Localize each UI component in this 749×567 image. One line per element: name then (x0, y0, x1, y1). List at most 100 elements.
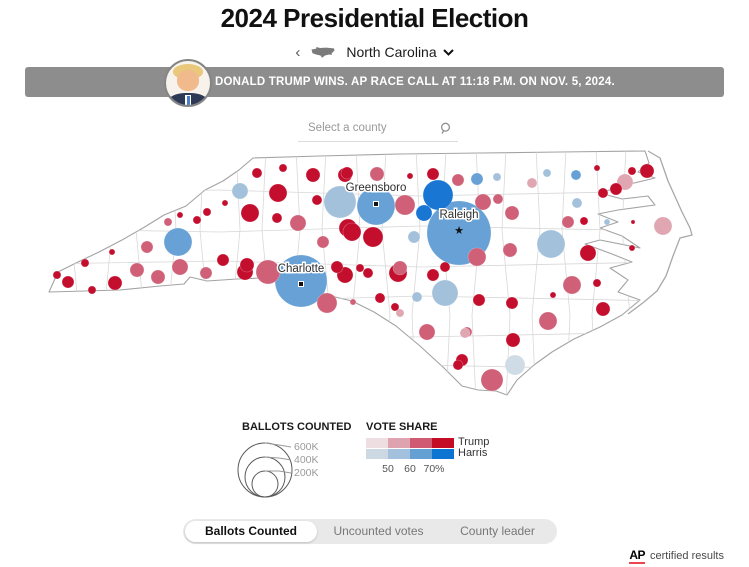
county-bubble[interactable] (390, 302, 400, 312)
county-bubble[interactable] (597, 187, 609, 199)
county-bubble[interactable] (407, 230, 421, 244)
county-bubble[interactable] (251, 167, 263, 179)
county-bubble[interactable] (467, 247, 487, 267)
county-bubble[interactable] (422, 179, 454, 211)
county-bubble[interactable] (316, 235, 330, 249)
county-bubble[interactable] (579, 216, 589, 226)
county-bubble[interactable] (271, 212, 283, 224)
county-bubble[interactable] (107, 275, 123, 291)
county-bubble[interactable] (562, 275, 582, 295)
county-bubble[interactable] (480, 368, 504, 392)
county-bubble[interactable] (411, 291, 423, 303)
county-bubble[interactable] (570, 169, 582, 181)
county-bubble[interactable] (392, 260, 408, 276)
county-bubble[interactable] (52, 270, 62, 280)
county-bubble[interactable] (202, 207, 212, 217)
county-bubble[interactable] (630, 219, 636, 225)
county-bubble[interactable] (470, 172, 484, 186)
county-bubble[interactable] (163, 227, 193, 257)
state-dropdown[interactable]: North Carolina (346, 44, 437, 60)
county-bubble[interactable] (268, 183, 288, 203)
county-bubble[interactable] (311, 194, 323, 206)
county-bubble[interactable] (278, 163, 288, 173)
county-bubble[interactable] (536, 229, 566, 259)
county-bubble[interactable] (415, 204, 433, 222)
county-bubble[interactable] (330, 260, 344, 274)
county-bubble[interactable] (502, 242, 518, 258)
chevron-down-icon[interactable] (442, 48, 454, 56)
county-bubble[interactable] (87, 285, 97, 295)
county-bubble[interactable] (439, 261, 451, 273)
county-bubble[interactable] (595, 301, 611, 317)
county-bubble[interactable] (140, 240, 154, 254)
county-bubble[interactable] (61, 275, 75, 289)
county-bubble[interactable] (579, 244, 597, 262)
county-bubble[interactable] (452, 359, 464, 371)
search-icon[interactable] (439, 122, 458, 135)
county-bubble[interactable] (526, 177, 538, 189)
county-bubble[interactable] (150, 269, 166, 285)
tab-ballots-counted[interactable]: Ballots Counted (185, 521, 317, 542)
county-bubble[interactable] (239, 257, 255, 273)
county-bubble[interactable] (369, 166, 385, 182)
county-bubble[interactable] (289, 214, 307, 232)
county-bubble[interactable] (505, 332, 521, 348)
county-bubble[interactable] (163, 217, 173, 227)
county-bubble[interactable] (316, 292, 338, 314)
county-search-field[interactable]: Select a county (298, 115, 458, 142)
county-bubble[interactable] (492, 193, 504, 205)
county-bubble[interactable] (571, 197, 583, 209)
county-bubble[interactable] (129, 262, 145, 278)
county-bubble[interactable] (305, 167, 321, 183)
county-bubble[interactable] (323, 185, 357, 219)
county-bubble[interactable] (255, 259, 281, 285)
county-bubble[interactable] (355, 263, 365, 273)
county-bubble[interactable] (504, 205, 520, 221)
county-bubble[interactable] (231, 182, 249, 200)
county-bubble[interactable] (603, 218, 611, 226)
county-bubble[interactable] (199, 266, 213, 280)
county-bubble[interactable] (627, 166, 637, 176)
county-bubble[interactable] (592, 278, 602, 288)
county-bubble[interactable] (639, 163, 655, 179)
county-bubble[interactable] (374, 292, 386, 304)
county-bubble[interactable] (472, 293, 486, 307)
county-bubble[interactable] (542, 168, 552, 178)
county-bubble[interactable] (628, 244, 636, 252)
county-bubble[interactable] (395, 308, 405, 318)
county-bubble[interactable] (362, 226, 384, 248)
county-bubble[interactable] (394, 194, 416, 216)
county-bubble[interactable] (240, 203, 260, 223)
tab-uncounted-votes[interactable]: Uncounted votes (333, 524, 424, 538)
county-bubble[interactable] (80, 258, 90, 268)
county-bubble[interactable] (593, 164, 601, 172)
county-bubble[interactable] (505, 296, 519, 310)
county-bubble[interactable] (653, 216, 673, 236)
county-bubble[interactable] (426, 167, 440, 181)
county-bubble[interactable] (504, 354, 526, 376)
usa-map-icon[interactable] (310, 45, 336, 60)
county-bubble[interactable] (216, 253, 230, 267)
county-bubble[interactable] (451, 173, 465, 187)
county-bubble[interactable] (342, 222, 362, 242)
county-bubble[interactable] (426, 268, 440, 282)
county-bubble[interactable] (406, 172, 414, 180)
county-bubble[interactable] (349, 298, 357, 306)
county-bubble[interactable] (362, 267, 374, 279)
county-bubble[interactable] (108, 248, 116, 256)
county-bubble[interactable] (221, 199, 229, 207)
county-bubble[interactable] (561, 215, 575, 229)
county-bubble[interactable] (171, 258, 189, 276)
county-bubble[interactable] (418, 323, 436, 341)
county-bubble[interactable] (192, 215, 202, 225)
county-bubble[interactable] (474, 193, 492, 211)
county-bubble[interactable] (609, 182, 623, 196)
county-bubble[interactable] (549, 291, 557, 299)
back-chevron-icon[interactable]: ‹ (295, 43, 301, 61)
county-bubble[interactable] (431, 279, 459, 307)
county-bubble[interactable] (459, 327, 471, 339)
tab-county-leader[interactable]: County leader (460, 524, 535, 538)
county-bubble[interactable] (538, 311, 558, 331)
county-bubble[interactable] (176, 211, 184, 219)
county-bubble[interactable] (492, 172, 502, 182)
